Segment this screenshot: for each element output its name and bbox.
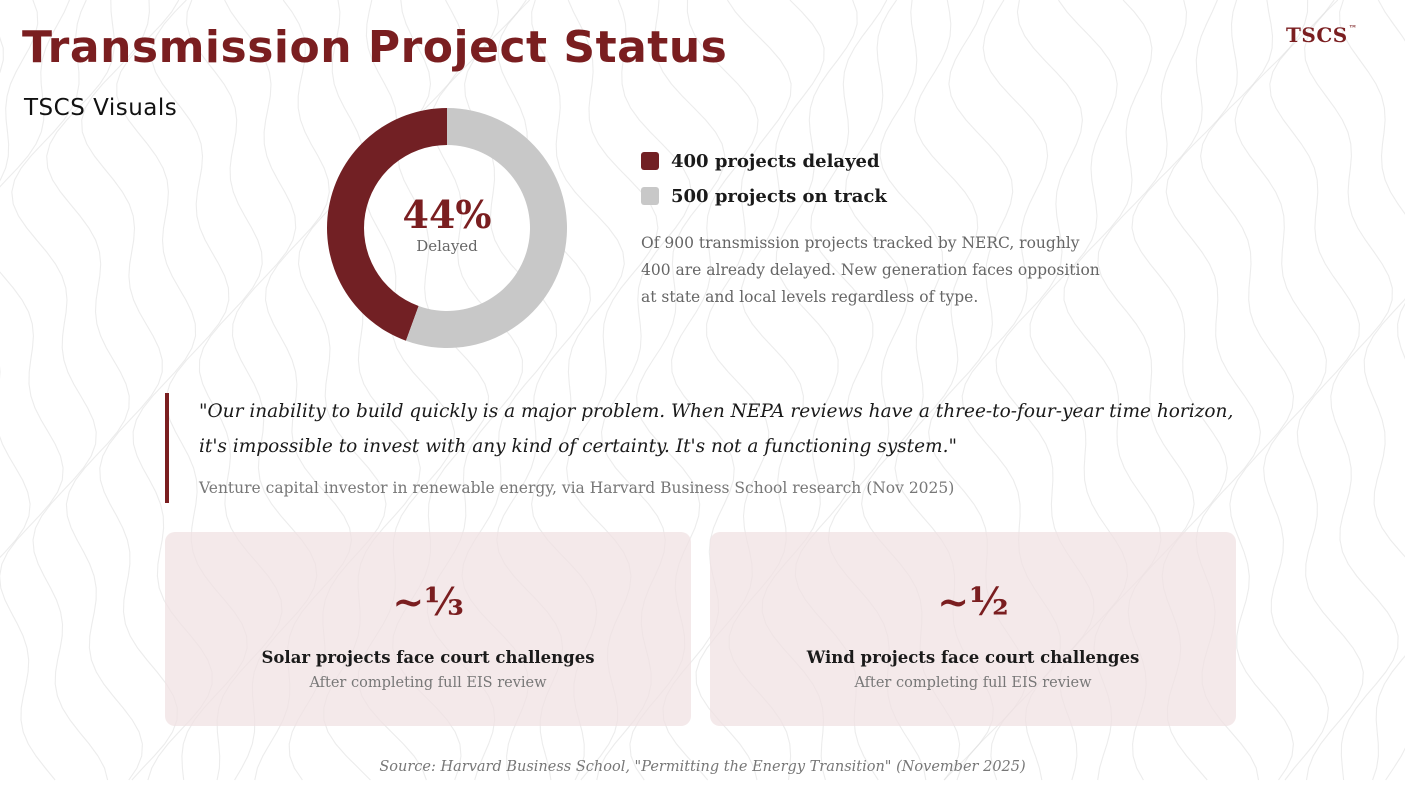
contour-line: [0, 0, 71, 781]
contour-line: [1304, 0, 1399, 781]
contour-line: [1200, 0, 1295, 781]
donut-center-value: 44%: [402, 192, 492, 237]
legend-item-on-track: 500 projects on track: [641, 183, 887, 209]
contour-line: [662, 0, 759, 781]
contour-line: [1234, 0, 1329, 781]
legend-swatch-delayed: [641, 152, 659, 170]
contour-line: [11, 0, 109, 781]
stat-card-subtext: After completing full EIS review: [854, 675, 1092, 691]
contour-line: [0, 0, 39, 559]
source-citation: Source: Harvard Business School, "Permit…: [379, 759, 1026, 775]
legend-swatch-on-track: [641, 187, 659, 205]
chart-description: Of 900 transmission projects tracked by …: [641, 234, 1100, 306]
page-title: Transmission Project Status: [22, 22, 728, 73]
stat-card-subtext: After completing full EIS review: [309, 675, 547, 691]
legend-label-delayed: 400 projects delayed: [671, 150, 880, 172]
logo-text: TSCS: [1286, 23, 1348, 47]
donut-slice-delayed: [326, 108, 447, 341]
donut-center-label: Delayed: [416, 237, 478, 255]
stat-card-value: ~½: [937, 579, 1009, 624]
donut-slice-on-track: [405, 108, 567, 348]
quote-accent-bar: [165, 393, 169, 503]
quote-attribution: Venture capital investor in renewable en…: [199, 479, 955, 497]
contour-line: [81, 0, 178, 781]
stat-card-heading: Solar projects face court challenges: [261, 648, 595, 667]
stat-card-value: ~⅓: [392, 579, 464, 624]
stat-card-solar: ~⅓ Solar projects face court challenges …: [165, 532, 691, 726]
donut-chart: [326, 108, 567, 348]
chart-legend: 400 projects delayed 500 projects on tra…: [641, 148, 887, 218]
contour-line: [1339, 0, 1405, 781]
contour-line: [46, 0, 143, 781]
stat-card-heading: Wind projects face court challenges: [806, 648, 1140, 667]
contour-line: [695, 0, 792, 781]
legend-label-on-track: 500 projects on track: [671, 185, 887, 207]
trademark-mark: ™: [1348, 23, 1358, 33]
brand-logo: TSCS™: [1286, 23, 1357, 47]
contour-line: [1269, 0, 1364, 781]
legend-item-delayed: 400 projects delayed: [641, 148, 887, 174]
stat-card-wind: ~½ Wind projects face court challenges A…: [710, 532, 1236, 726]
contour-line: [0, 36, 4, 74]
quote-text: "Our inability to build quickly is a maj…: [199, 401, 1234, 457]
page-subtitle: TSCS Visuals: [24, 95, 178, 121]
donut-center: 44% Delayed: [326, 192, 568, 256]
